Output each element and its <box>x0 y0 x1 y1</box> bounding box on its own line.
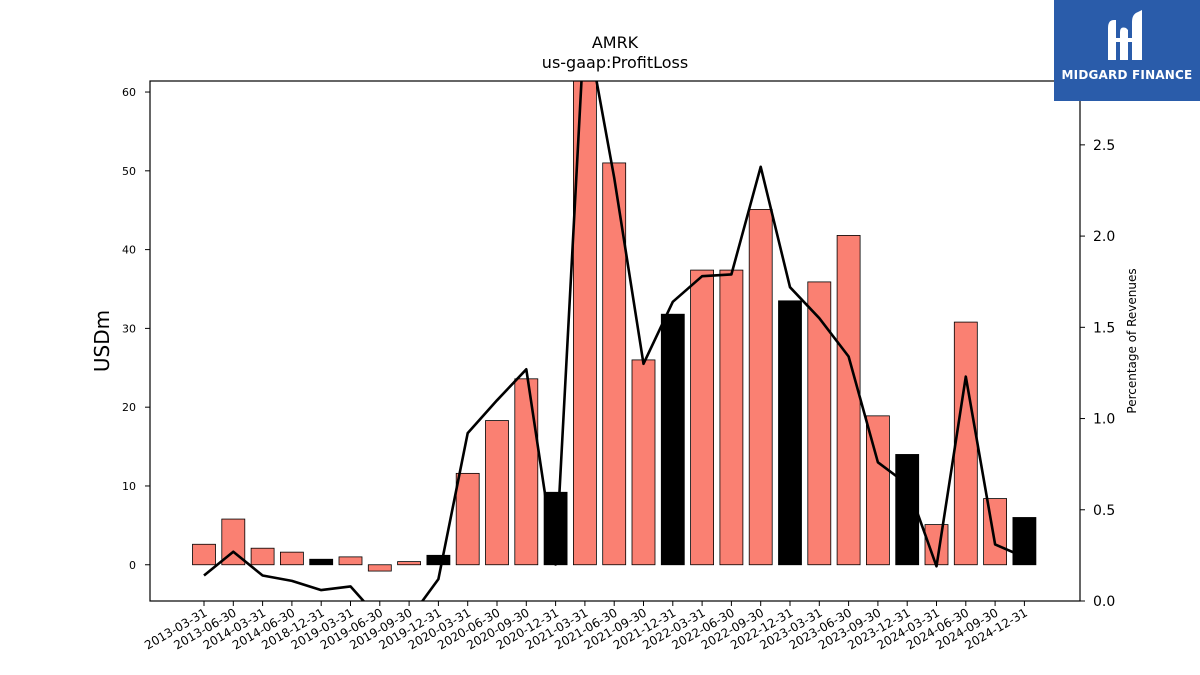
right-axis-ticks: 0.0 0.5 1.0 1.5 2.0 2.5 <box>1080 138 1115 610</box>
bar-2022-06-30 <box>719 269 744 566</box>
bar-2024-09-30 <box>983 498 1007 566</box>
chart-subtitle: us-gaap:ProfitLoss <box>542 53 688 72</box>
y2-tick-label: 0.5 <box>1093 503 1115 519</box>
bar-2019-06-30 <box>367 564 392 572</box>
y2-tick-label: 1.5 <box>1093 320 1115 336</box>
bars <box>192 81 1037 572</box>
plot-frame <box>149 80 1081 602</box>
percentage-line-series <box>203 81 1025 601</box>
y2-axis-label: Percentage of Revenues <box>1125 268 1139 413</box>
bar-2013-03-31 <box>192 543 216 566</box>
bar-2020-03-31 <box>455 472 480 566</box>
bar-2022-12-31 <box>778 300 802 566</box>
bar-2014-06-30 <box>279 551 304 566</box>
y-tick-label: 20 <box>122 401 136 414</box>
bar-2023-09-30 <box>866 415 890 566</box>
percentage-line <box>203 81 1025 601</box>
bar-2024-12-31 <box>1012 517 1037 566</box>
y-tick-label: 50 <box>122 165 136 178</box>
bar-2020-09-30 <box>514 378 539 566</box>
bar-2021-03-31 <box>573 81 597 566</box>
bar-2023-03-31 <box>807 281 832 566</box>
bar-2019-09-30 <box>397 561 422 566</box>
bar-2021-09-30 <box>631 359 656 566</box>
y2-tick-label: 2.0 <box>1093 229 1115 245</box>
bar-2022-09-30 <box>748 209 773 566</box>
bar-2018-12-31 <box>309 558 334 566</box>
brand-logo: MIDGARD FINANCE <box>1054 0 1200 101</box>
bar-2021-12-31 <box>660 313 685 566</box>
chart-title: AMRK <box>592 33 639 52</box>
bar-2022-03-31 <box>690 269 714 566</box>
y-tick-label: 0 <box>129 559 136 572</box>
y2-tick-label: 1.0 <box>1093 412 1115 428</box>
y2-tick-label: 2.5 <box>1093 138 1115 154</box>
y-tick-label: 10 <box>122 480 136 493</box>
y-tick-label: 30 <box>122 322 136 335</box>
bar-2021-06-30 <box>602 162 627 566</box>
bar-2013-06-30 <box>221 518 246 566</box>
y-axis-label: USDm <box>90 310 114 372</box>
bar-2024-06-30 <box>953 321 978 566</box>
bar-2023-06-30 <box>836 235 861 566</box>
y2-tick-label: 0.0 <box>1093 594 1115 610</box>
bar-2023-12-31 <box>895 454 920 566</box>
bar-2020-06-30 <box>485 420 509 566</box>
bar-2014-03-31 <box>250 547 275 566</box>
brand-name: MIDGARD FINANCE <box>1061 68 1193 82</box>
logo-mark-icon <box>1108 10 1142 60</box>
y-tick-label: 40 <box>122 244 136 257</box>
left-axis-ticks: 0 10 20 30 40 50 60 <box>122 86 150 572</box>
bar-2019-12-31 <box>426 554 451 566</box>
y-tick-label: 60 <box>122 86 136 99</box>
x-axis-ticks: 2013-03-312013-06-302014-03-312014-06-30… <box>142 601 1030 652</box>
bar-2019-03-31 <box>338 556 363 566</box>
